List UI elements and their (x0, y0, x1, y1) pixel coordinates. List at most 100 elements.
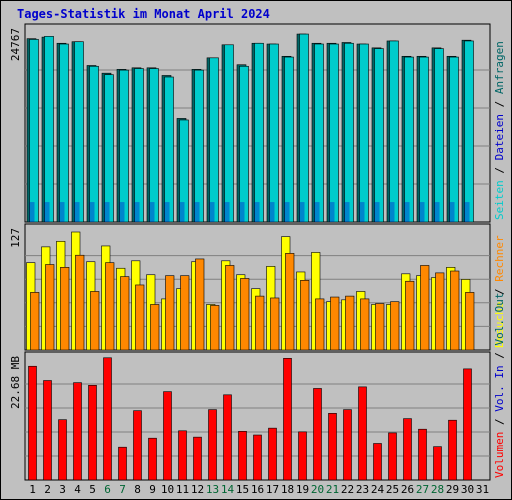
x-tick-label: 11 (176, 483, 189, 496)
bar-volumen (418, 428, 427, 481)
bar-dateien (359, 202, 365, 222)
bar-seiten (149, 68, 159, 223)
bar-seiten (449, 56, 459, 223)
panel-top-ymax-label: 24767 (9, 28, 22, 61)
bar-rechner (450, 270, 460, 351)
x-tick-label: 13 (206, 483, 219, 496)
bar-rechner (60, 267, 70, 351)
bar-dateien (119, 202, 125, 222)
bar-seiten (299, 33, 309, 223)
legend-separator: / (493, 412, 506, 432)
legend-item-rechner: Rechner (493, 235, 506, 282)
bar-seiten (224, 44, 234, 223)
bar-seiten (419, 56, 429, 223)
x-tick-label: 4 (74, 483, 81, 496)
bar-volumen (313, 388, 322, 481)
chart-title: Tages-Statistik im Monat April 2024 (17, 7, 270, 21)
bar-dateien (254, 202, 260, 222)
x-tick-label: 25 (386, 483, 399, 496)
bar-dateien (284, 202, 290, 222)
bar-volumen (343, 409, 352, 481)
bar-dateien (224, 202, 230, 222)
x-tick-label: 15 (236, 483, 249, 496)
bar-dateien (164, 202, 170, 222)
bar-rechner (375, 303, 385, 351)
bar-rechner (90, 291, 100, 351)
legend-item-dateien: Dateien (493, 114, 506, 160)
legend-separator: / (493, 160, 506, 180)
bar-seiten (329, 43, 339, 223)
x-tick-label: 20 (311, 483, 324, 496)
x-tick-label: 19 (296, 483, 309, 496)
x-tick-label: 21 (326, 483, 339, 496)
bar-volumen (283, 358, 292, 481)
bar-seiten (374, 48, 384, 223)
x-tick-label: 18 (281, 483, 294, 496)
bar-volumen (208, 409, 217, 481)
bar-rechner (150, 304, 160, 351)
bar-seiten (44, 36, 54, 223)
bar-volumen (133, 410, 142, 481)
bar-rechner (360, 298, 370, 351)
bar-rechner (30, 292, 40, 351)
bar-seiten (389, 40, 399, 223)
bar-volumen (178, 430, 187, 481)
bar-rechner (120, 276, 130, 351)
bar-volumen (73, 382, 82, 481)
bar-dateien (194, 202, 200, 222)
bar-seiten (359, 43, 369, 223)
x-tick-label: 7 (119, 483, 126, 496)
x-tick-label: 2 (44, 483, 51, 496)
bar-seiten (179, 119, 189, 223)
bar-dateien (74, 202, 80, 222)
bar-volumen (388, 432, 397, 481)
bar-seiten (284, 56, 294, 223)
bar-rechner (255, 295, 265, 351)
bar-volumen (58, 419, 67, 481)
legend-separator: / (493, 346, 506, 366)
panel-top-legend: Seiten / Dateien / Anfragen (493, 41, 506, 220)
bar-seiten (134, 68, 144, 223)
x-tick-label: 26 (401, 483, 414, 496)
bar-dateien (404, 202, 410, 222)
bar-volumen (403, 418, 412, 481)
bar-rechner (435, 272, 445, 351)
legend-item-vol-out: Vol. Out (493, 293, 506, 346)
bar-rechner (285, 253, 295, 351)
bar-dateien (44, 202, 50, 222)
bar-dateien (434, 202, 440, 222)
bar-seiten (29, 39, 39, 223)
bar-volumen (43, 380, 52, 481)
x-tick-label: 23 (356, 483, 369, 496)
x-tick-label: 30 (461, 483, 474, 496)
bar-dateien (389, 202, 395, 222)
x-tick-label: 27 (416, 483, 429, 496)
bar-volumen (328, 413, 337, 481)
panel-bottom-ymax-label: 22.68 MB (9, 356, 22, 409)
bar-seiten (254, 42, 264, 223)
bar-volumen (463, 368, 472, 481)
bar-dateien (29, 202, 35, 222)
bar-rechner (240, 278, 250, 351)
bar-rechner (195, 258, 205, 351)
bar-rechner (180, 275, 190, 351)
bar-volumen (268, 427, 277, 481)
bar-seiten (59, 43, 69, 223)
bar-volumen (88, 384, 97, 481)
bar-rechner (75, 254, 85, 351)
bar-rechner (405, 280, 415, 351)
x-tick-label: 12 (191, 483, 204, 496)
panel-middle-legend: Besuche / Rechner (493, 235, 506, 348)
bar-rechner (45, 264, 55, 351)
bar-dateien (344, 202, 350, 222)
x-tick-label: 9 (149, 483, 156, 496)
bar-seiten (209, 57, 219, 223)
bar-dateien (419, 202, 425, 222)
x-tick-label: 31 (476, 483, 489, 496)
legend-item-seiten: Seiten (493, 180, 506, 220)
bar-rechner (465, 292, 475, 351)
bar-volumen (448, 419, 457, 481)
x-tick-label: 1 (29, 483, 36, 496)
bar-dateien (59, 202, 65, 222)
